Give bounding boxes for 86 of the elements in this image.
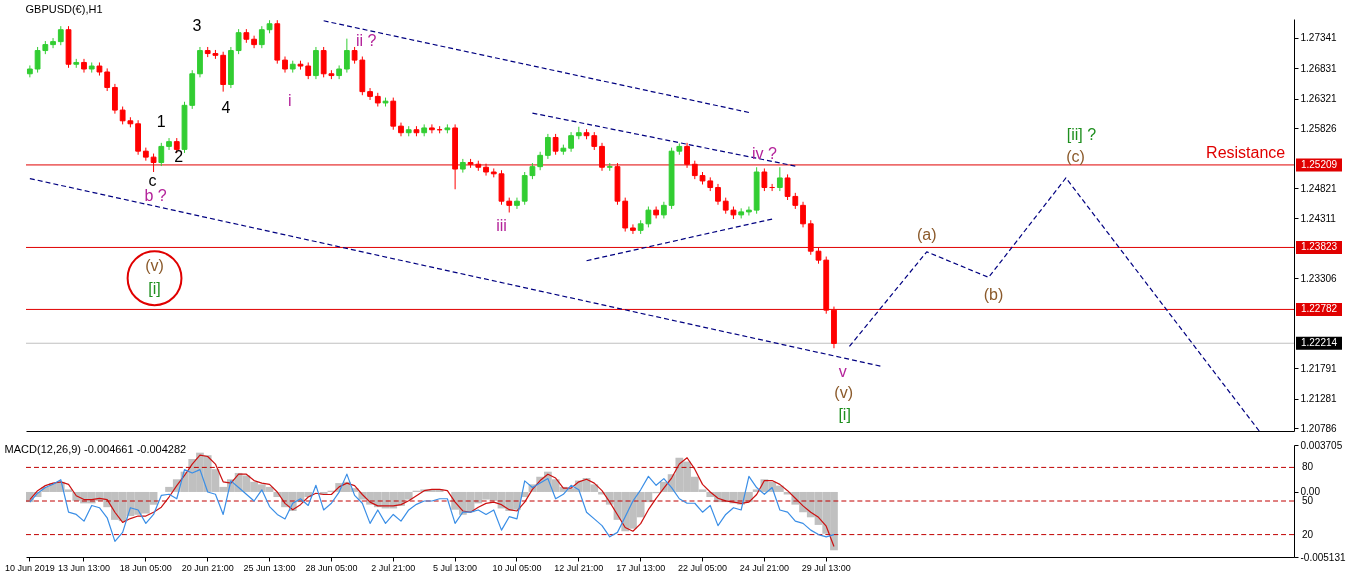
line-series [29,454,835,548]
y-tick-label: -0.005131 [1300,551,1346,563]
candlestick [514,197,520,210]
y-tick-label: 1.21281 [1300,393,1338,405]
annotation: (v) [145,257,164,275]
x-tick-label: 20 Jun 21:00 [181,562,234,573]
y-tick-label: 1.26321 [1300,93,1338,105]
x-tick-label: 28 Jun 05:00 [305,562,358,573]
y-tick-label: 1.21791 [1300,362,1338,374]
y-tick-label: 1.27341 [1300,32,1338,44]
annotation: (a) [916,225,937,243]
x-tick-label: 18 Jun 05:00 [119,562,172,573]
candlestick [112,83,118,115]
candlestick [776,166,783,192]
candlestick [568,131,574,153]
candlestick [537,151,544,171]
candlestick [343,38,350,74]
candlestick [104,67,111,92]
annotation: c [148,171,157,189]
annotation: ii ? [355,31,377,49]
annotation: (c) [1066,148,1085,166]
y-tick-label: 0.003705 [1300,439,1343,451]
x-tick-label: 5 Jul 13:00 [433,562,478,573]
annotation: v [838,362,847,380]
annotation: iv ? [751,144,777,162]
annotation: (b) [983,285,1004,303]
y-tick-label: 1.24821 [1300,182,1338,194]
annotation: iii [496,217,507,235]
candlestick [429,123,435,134]
annotation: 4 [221,99,231,117]
y-tick-label: 1.20786 [1300,422,1338,434]
candlestick [166,137,172,151]
x-tick-label: 17 Jul 13:00 [616,562,666,573]
ref-line-label: 1.23823 [1300,241,1338,253]
candlestick [544,133,551,160]
y-tick-label: 0.00 [1300,486,1321,498]
candlestick [251,35,257,49]
line-series [29,469,835,542]
y-tick-label: 1.23306 [1300,272,1338,284]
candlestick [599,142,605,172]
annotation: i [288,91,292,109]
candlestick [150,153,157,173]
ref-line-label: 1.22782 [1300,303,1338,315]
candlestick [552,133,559,156]
x-tick-label: 2 Jul 21:00 [371,562,416,573]
x-tick-label: 12 Jul 21:00 [554,562,604,573]
annotation: b ? [144,187,167,205]
candlestick [235,28,242,55]
annotation: [ii] ? [1066,126,1097,144]
candlestick [715,183,721,206]
candlestick [684,142,690,169]
y2-tick-label: 20 [1302,528,1314,540]
annotation: [i] [838,405,851,423]
candlestick [57,25,64,46]
candlestick [761,167,768,192]
annotation: (v) [834,383,853,401]
candlestick [258,25,265,49]
ref-line-label: 1.22214 [1300,337,1338,349]
y-tick-label: 1.24311 [1300,212,1337,224]
candlestick [197,46,203,78]
chart-title: GBPUSD(€),H1 [25,3,103,16]
x-tick-label: 22 Jul 05:00 [678,562,728,573]
candlestick [630,223,636,235]
candlestick [367,87,373,101]
candlestick [50,37,56,49]
y-tick-label: 1.25826 [1300,122,1338,134]
x-tick-label: 25 Jun 13:00 [243,562,296,573]
annotation: Resistance [1206,143,1286,161]
annotation: 3 [192,17,202,35]
candlestick [800,201,806,228]
candlestick [26,64,33,78]
x-tick-label: 29 Jul 13:00 [801,562,851,573]
y2-tick-label: 80 [1302,461,1314,473]
x-tick-label: 24 Jul 21:00 [739,562,789,573]
annotation: 1 [156,112,166,130]
candlestick [158,142,165,167]
annotation: 2 [174,148,184,166]
chart-title: MACD(12,26,9) -0.004661 -0.004282 [4,443,187,455]
annotation: [i] [148,280,161,298]
candlestick [483,163,489,177]
x-tick-label: 10 Jun 2019 [5,562,55,573]
y2-tick-label: 50 [1302,495,1314,506]
x-tick-label: 10 Jul 05:00 [492,562,542,573]
ref-line-label: 1.25209 [1300,158,1338,170]
y-tick-label: 1.26831 [1300,62,1338,74]
x-tick-label: 13 Jun 13:00 [57,562,111,573]
